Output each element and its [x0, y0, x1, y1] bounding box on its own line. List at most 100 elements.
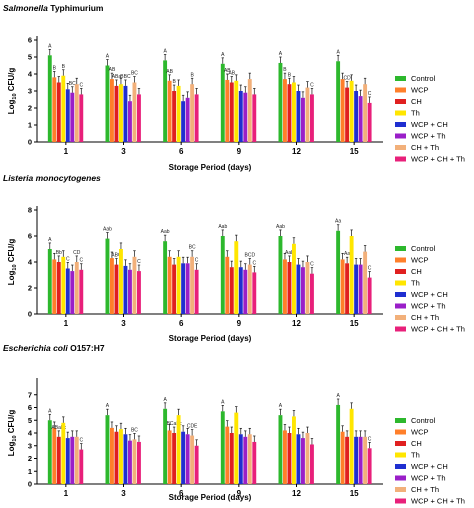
significance-label: AB [166, 69, 173, 75]
y-axis-label-unit: CFU/g [7, 68, 16, 94]
bar [56, 436, 61, 484]
bar [167, 80, 172, 142]
bar [176, 415, 181, 484]
bar [65, 89, 70, 142]
legend-swatch [395, 269, 406, 274]
legend-label: WCP [411, 86, 429, 95]
chart-title-plain: O157:H7 [68, 343, 105, 353]
x-tick-label: 1 [64, 489, 69, 498]
bar [247, 79, 252, 142]
bar [363, 436, 368, 484]
legend-label: Th [411, 109, 420, 118]
bar [70, 271, 75, 314]
bar [163, 408, 168, 484]
bar [52, 427, 57, 484]
legend-label: CH + Th [411, 485, 439, 494]
y-axis-label-sub: 10 [12, 435, 18, 441]
significance-label: ABa [112, 74, 122, 80]
bar [305, 433, 310, 484]
bar [65, 438, 70, 484]
bar [354, 91, 359, 142]
bar [238, 434, 243, 484]
significance-label: Aab [285, 250, 294, 256]
x-tick-label: 3 [121, 147, 126, 156]
bar [247, 434, 252, 484]
bar [229, 433, 234, 484]
bar [61, 75, 66, 142]
bar [132, 256, 137, 314]
bar [367, 102, 372, 142]
bar [345, 263, 350, 314]
bar [56, 262, 61, 314]
legend-swatch [395, 133, 406, 139]
bar [137, 441, 141, 484]
bar [47, 249, 52, 314]
y-axis-label-main: Log [7, 271, 16, 286]
y-tick-label: 4 [28, 70, 33, 79]
legend: Control WCP CH Th WCP + CH WCP + Th CH + Th WCP… [395, 74, 465, 164]
significance-label: B [190, 72, 194, 78]
bar [70, 92, 75, 142]
legend-swatch [395, 122, 406, 127]
significance-label: BBC [120, 74, 131, 80]
bar [52, 259, 57, 314]
bar [292, 416, 296, 484]
bar [340, 431, 345, 484]
bar [287, 84, 292, 142]
chart-title-italic: Salmonella [3, 3, 48, 13]
bar [301, 97, 305, 142]
bar [220, 236, 225, 314]
x-tick-label: 12 [292, 489, 301, 498]
bar [128, 440, 132, 484]
legend-label: WCP [411, 256, 429, 265]
bar [194, 94, 199, 142]
bar [181, 431, 186, 484]
significance-label: Aab [276, 224, 285, 230]
chart-title-plain: Typhimurium [48, 3, 104, 13]
significance-label: AB [224, 68, 231, 74]
x-tick-label: 3 [121, 489, 126, 498]
legend-label: Control [411, 416, 436, 425]
bar [220, 411, 225, 484]
y-tick-label: 1 [28, 467, 32, 476]
significance-label: Aab [161, 229, 170, 235]
significance-label: BC [189, 245, 196, 251]
legend-label: Th [411, 451, 420, 460]
bar [137, 271, 141, 314]
y-tick-label: 3 [28, 87, 32, 96]
y-tick-label: 6 [28, 232, 32, 241]
legend-label: Th [411, 279, 420, 288]
legend: Control WCP CH Th WCP + CH WCP + Th CH + Th WCP… [395, 416, 465, 506]
bar [238, 91, 243, 142]
bar [358, 96, 363, 142]
legend-swatch [395, 145, 406, 150]
bar [65, 268, 70, 314]
chart-title: Listeria monocytogenes [3, 173, 101, 183]
bar [225, 426, 230, 484]
bar [105, 238, 110, 314]
bar [252, 94, 257, 142]
legend-swatch [395, 110, 406, 116]
bar [114, 431, 119, 484]
legend-label: WCP + CH + Th [411, 497, 465, 506]
bar [367, 448, 372, 484]
bar [110, 258, 114, 314]
y-tick-label: 2 [28, 454, 32, 463]
bar [345, 87, 350, 142]
bar [176, 85, 181, 142]
legend-swatch [395, 76, 406, 81]
bar [56, 82, 61, 142]
bar [283, 79, 287, 142]
significance-label: C [368, 436, 372, 442]
x-axis-label: Storage Period (days) [169, 493, 252, 502]
bar [234, 412, 239, 484]
bar [354, 264, 359, 314]
chart-title: Salmonella Typhimurium [3, 3, 104, 13]
significance-label: A [279, 403, 283, 409]
bar [296, 264, 301, 314]
significance-label: C [66, 256, 70, 262]
y-tick-label: 4 [28, 429, 33, 438]
significance-label: C [79, 82, 83, 88]
